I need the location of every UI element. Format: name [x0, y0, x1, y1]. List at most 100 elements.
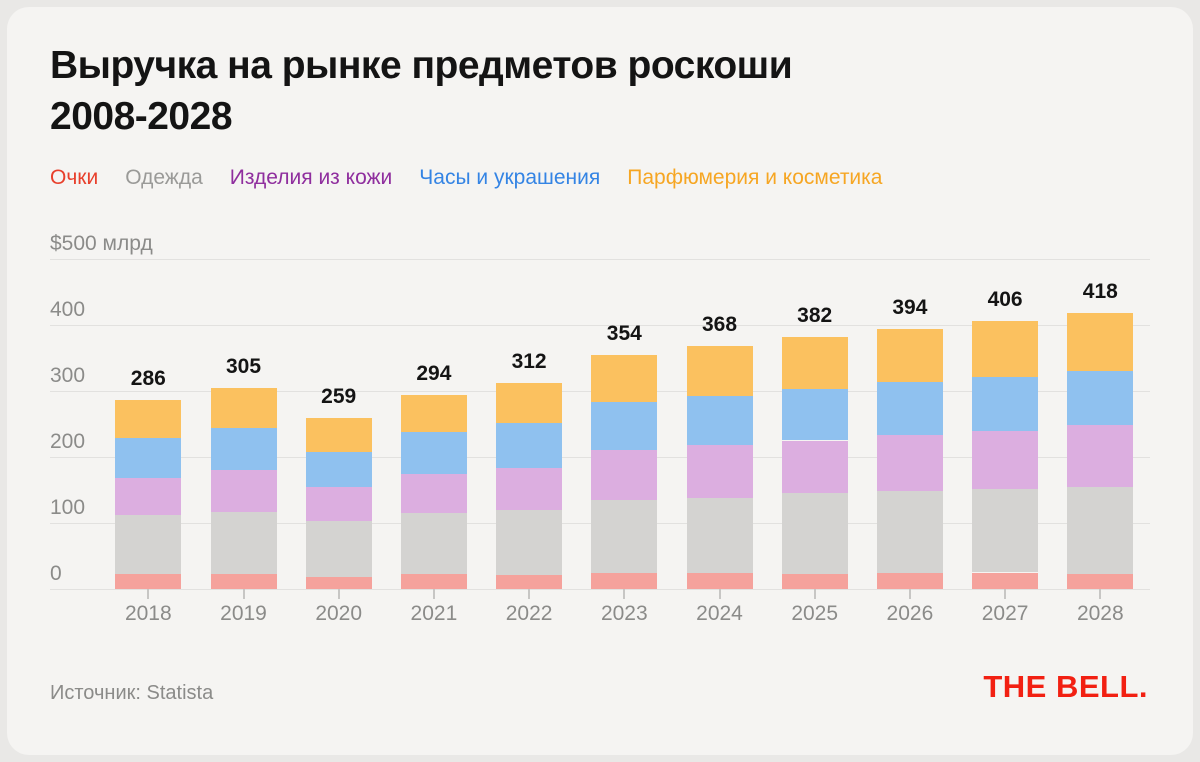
- bar-segment-2022-0: [496, 575, 563, 589]
- chart-card: Выручка на рынке предметов роскоши 2008-2…: [7, 7, 1193, 755]
- bar-segment-2018-0: [115, 574, 182, 589]
- bar-segment-2018-3: [115, 437, 182, 479]
- bar-segment-2028-0: [1067, 573, 1134, 589]
- bar-segment-2024-1: [686, 497, 753, 574]
- bar-segment-2018-1: [115, 515, 182, 575]
- bar-segment-2027-3: [972, 377, 1039, 431]
- title-line-1: Выручка на рынке предметов роскоши: [50, 44, 793, 87]
- bar-segment-2020-0: [305, 577, 372, 589]
- x-axis-tick-2028: [1099, 589, 1102, 599]
- bar-segment-2022-1: [496, 509, 563, 576]
- bar-segment-2025-2: [781, 440, 848, 494]
- x-axis-label-2028: 2028: [1076, 602, 1124, 625]
- y-axis-label-100: 100: [50, 496, 86, 519]
- grid-line-0: [50, 589, 1150, 590]
- legend-item-4: Часы и украшения: [419, 166, 601, 189]
- legend: Очки Одежда Изделия из кожи Часы и украшени…: [50, 166, 883, 190]
- grid-line-400: [50, 325, 1150, 326]
- bar-segment-2027-0: [972, 572, 1039, 589]
- y-axis-label-500: $500 млрд: [50, 232, 153, 255]
- bar-segment-2027-1: [972, 488, 1039, 573]
- bar-segment-2025-3: [781, 389, 848, 441]
- bar-segment-2024-2: [686, 445, 753, 498]
- bar-segment-2019-0: [210, 574, 277, 589]
- bar-total-label-2021: 294: [416, 361, 452, 385]
- y-axis-label-300: 300: [50, 364, 86, 387]
- legend-item-5: Парфюмерия и косметика: [627, 166, 883, 189]
- bar-segment-2025-0: [781, 573, 848, 589]
- bar-total-label-2025: 382: [797, 303, 833, 327]
- bar-segment-2022-2: [496, 467, 563, 510]
- legend-item-1: Очки: [50, 166, 99, 189]
- x-axis-tick-2023: [623, 589, 626, 599]
- bar-segment-2026-4: [876, 328, 943, 382]
- x-axis-tick-2019: [242, 589, 245, 599]
- bar-segment-2021-1: [400, 513, 467, 575]
- x-axis-label-2023: 2023: [600, 602, 648, 625]
- bar-segment-2025-4: [781, 336, 848, 389]
- bar-segment-2019-2: [210, 470, 277, 512]
- y-axis-label-0: 0: [50, 562, 62, 585]
- x-axis-label-2018: 2018: [124, 602, 172, 625]
- bar-segment-2023-4: [591, 355, 658, 403]
- bar-segment-2027-4: [972, 321, 1039, 378]
- bar-segment-2018-2: [115, 478, 182, 516]
- bar-segment-2024-0: [686, 573, 753, 589]
- bar-segment-2018-4: [115, 400, 182, 438]
- legend-item-2: Одежда: [125, 166, 203, 189]
- bar-segment-2022-4: [496, 383, 563, 424]
- bar-total-label-2018: 286: [130, 367, 166, 391]
- y-axis-label-200: 200: [50, 430, 86, 453]
- bar-segment-2020-4: [305, 418, 372, 453]
- bar-segment-2025-1: [781, 493, 848, 574]
- bar-segment-2024-4: [686, 346, 753, 397]
- x-axis-label-2019: 2019: [220, 602, 267, 625]
- bar-segment-2028-1: [1067, 486, 1134, 574]
- bar-segment-2023-1: [591, 499, 658, 574]
- x-axis-label-2027: 2027: [981, 602, 1029, 625]
- bar-segment-2026-1: [876, 491, 943, 574]
- brand-logo: THE BELL.: [983, 669, 1148, 704]
- legend-item-3: Изделия из кожи: [229, 166, 393, 189]
- bar-segment-2021-0: [400, 574, 467, 589]
- source-caption: Источник: Statista: [50, 682, 214, 704]
- bar-total-label-2020: 259: [321, 385, 357, 409]
- x-axis-tick-2020: [337, 589, 340, 599]
- stacked-bar-chart: $500 млрд 400 300 200 100 0 286 2018 305 2019 259 2…: [50, 231, 1150, 636]
- bar-total-label-2026: 394: [892, 295, 928, 319]
- x-axis-label-2025: 2025: [791, 602, 839, 625]
- x-axis-tick-2027: [1004, 589, 1007, 599]
- bar-total-label-2024: 368: [701, 313, 738, 337]
- bar-total-label-2019: 305: [225, 354, 262, 378]
- bar-segment-2028-3: [1067, 370, 1134, 425]
- bar-segment-2023-0: [591, 573, 658, 589]
- bar-segment-2019-3: [210, 427, 277, 471]
- x-axis-tick-2024: [718, 589, 721, 599]
- bar-segment-2026-2: [876, 435, 943, 492]
- x-axis-label-2021: 2021: [410, 602, 458, 625]
- bar-segment-2026-0: [876, 573, 943, 589]
- x-axis-tick-2022: [528, 589, 531, 599]
- bar-segment-2020-3: [305, 452, 372, 487]
- x-axis-tick-2018: [147, 589, 150, 599]
- x-axis-tick-2026: [908, 589, 911, 599]
- bar-segment-2027-2: [972, 430, 1039, 489]
- bar-total-label-2027: 406: [987, 288, 1023, 312]
- bar-segment-2026-3: [876, 381, 943, 436]
- bar-total-label-2023: 354: [606, 322, 642, 346]
- x-axis-label-2022: 2022: [505, 602, 553, 625]
- bar-segment-2021-3: [400, 431, 467, 475]
- x-axis-tick-2025: [813, 589, 816, 599]
- bar-segment-2019-4: [210, 387, 277, 428]
- y-axis-label-400: 400: [50, 298, 86, 321]
- bar-segment-2023-2: [591, 450, 658, 500]
- grid-line-500: [50, 259, 1150, 260]
- x-axis-tick-2021: [432, 589, 435, 599]
- x-axis-label-2026: 2026: [886, 602, 934, 625]
- bar-segment-2024-3: [686, 396, 753, 446]
- bar-total-label-2022: 312: [511, 350, 547, 374]
- title-line-2: 2008-2028: [50, 95, 233, 138]
- bar-segment-2028-4: [1067, 313, 1134, 371]
- bar-segment-2021-4: [400, 394, 467, 432]
- bar-segment-2020-2: [305, 486, 372, 521]
